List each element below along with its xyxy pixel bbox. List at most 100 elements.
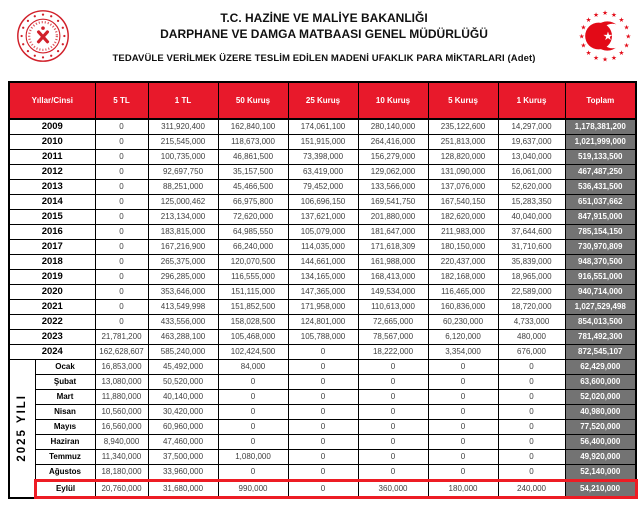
month-row: Mart 11,880,000 40,140,000 0 0 0 0 0 52,020,000 — [9, 389, 637, 405]
value-cell: 180,150,000 — [427, 239, 499, 255]
value-cell: 21,781,200 — [94, 329, 149, 345]
month-row: Temmuz 11,340,000 37,500,000 1,080,000 0 0 0 0 4… — [9, 449, 637, 465]
document-header: T.C. HAZİNE VE MALİYE BAKANLIĞI DARPHANE… — [0, 0, 640, 80]
value-cell: 0 — [287, 464, 359, 481]
column-header: 5 TL — [94, 81, 149, 120]
value-cell: 125,000,462 — [147, 194, 219, 210]
total-cell: 49,920,000 — [564, 449, 637, 465]
value-cell: 88,251,000 — [147, 179, 219, 195]
value-cell: 0 — [94, 269, 149, 285]
value-cell: 13,040,000 — [497, 149, 566, 165]
value-cell: 0 — [287, 419, 359, 435]
title-line-2: DARPHANE VE DAMGA MATBAASI GENEL MÜDÜRLÜ… — [160, 26, 488, 41]
year-cell: 2010 — [8, 134, 96, 150]
value-cell: 0 — [94, 239, 149, 255]
value-cell: 0 — [94, 134, 149, 150]
title-block: T.C. HAZİNE VE MALİYE BAKANLIĞI DARPHANE… — [72, 5, 576, 64]
month-row: Mayıs 16,560,000 60,960,000 0 0 0 0 0 77,520,000 — [9, 419, 637, 435]
total-cell: 730,970,809 — [564, 239, 637, 255]
total-cell: 651,037,662 — [564, 194, 637, 210]
value-cell: 174,061,100 — [287, 118, 359, 135]
value-cell: 0 — [357, 359, 429, 375]
value-cell: 220,437,000 — [427, 254, 499, 270]
value-cell: 0 — [217, 374, 289, 390]
value-cell: 0 — [497, 434, 566, 450]
value-cell: 413,549,998 — [147, 299, 219, 315]
total-cell: 1,027,529,498 — [564, 299, 637, 315]
total-cell: 1,178,381,200 — [564, 118, 637, 135]
column-header: 10 Kuruş — [357, 81, 429, 120]
value-cell: 180,000 — [427, 479, 499, 499]
value-cell: 16,560,000 — [94, 419, 149, 435]
value-cell: 240,000 — [497, 479, 566, 499]
svg-text:★: ★ — [624, 23, 630, 31]
value-cell: 131,090,000 — [427, 164, 499, 180]
value-cell: 33,960,000 — [147, 464, 219, 481]
highlighted-month-row: Eylül 20,760,000 31,680,000 990,000 0 360,000… — [9, 479, 638, 499]
value-cell: 133,566,000 — [357, 179, 429, 195]
svg-text:★: ★ — [611, 11, 617, 19]
total-cell: 854,013,500 — [564, 314, 637, 330]
year-row: 2023 21,781,200 463,288,100 105,468,000 105,… — [8, 329, 637, 345]
year-cell: 2016 — [8, 224, 96, 240]
month-row: Şubat 13,080,000 50,520,000 0 0 0 0 0 63,600,000 — [9, 374, 637, 390]
value-cell: 235,122,600 — [427, 118, 499, 135]
svg-text:★: ★ — [580, 23, 586, 31]
total-cell: 52,140,000 — [564, 464, 637, 481]
value-cell: 433,556,000 — [147, 314, 219, 330]
svg-text:★: ★ — [586, 49, 592, 57]
svg-text:★: ★ — [624, 41, 630, 49]
value-cell: 0 — [287, 479, 359, 499]
value-cell: 0 — [497, 449, 566, 465]
value-cell: 0 — [427, 389, 499, 405]
value-cell: 45,466,500 — [217, 179, 289, 195]
value-cell: 0 — [94, 194, 149, 210]
total-cell: 781,492,300 — [564, 329, 637, 345]
value-cell: 19,637,000 — [497, 134, 566, 150]
value-cell: 0 — [94, 118, 149, 135]
year-row: 2022 0 433,556,000 158,028,500 124,801,000 72… — [8, 314, 637, 330]
value-cell: 18,720,000 — [497, 299, 566, 315]
value-cell: 0 — [497, 419, 566, 435]
value-cell: 0 — [427, 464, 499, 481]
value-cell: 147,365,000 — [287, 284, 359, 300]
value-cell: 151,852,500 — [217, 299, 289, 315]
column-header: 1 TL — [147, 81, 219, 120]
value-cell: 31,710,600 — [497, 239, 566, 255]
value-cell: 66,975,800 — [217, 194, 289, 210]
year-row: 2017 0 167,216,900 66,240,000 114,035,000 171… — [8, 239, 637, 255]
value-cell: 201,880,000 — [357, 209, 429, 225]
value-cell: 116,465,000 — [427, 284, 499, 300]
value-cell: 265,375,000 — [147, 254, 219, 270]
year-row: 2021 0 413,549,998 151,852,500 171,958,000 11… — [8, 299, 637, 315]
year-row: 2009 0 311,920,400 162,840,100 174,061,100 28… — [8, 118, 637, 135]
year-cell: 2017 — [8, 239, 96, 255]
value-cell: 0 — [427, 434, 499, 450]
svg-text:★: ★ — [593, 11, 599, 19]
month-cell: Eylül — [33, 479, 96, 499]
value-cell: 10,560,000 — [94, 404, 149, 420]
value-cell: 0 — [94, 254, 149, 270]
year-group-cell: 2025 YILI — [8, 359, 36, 498]
value-cell: 182,168,000 — [427, 269, 499, 285]
svg-text:★: ★ — [586, 16, 592, 24]
value-cell: 162,840,100 — [217, 118, 289, 135]
value-cell: 169,541,750 — [357, 194, 429, 210]
value-cell: 0 — [287, 449, 359, 465]
total-cell: 62,429,000 — [564, 359, 637, 375]
value-cell: 14,297,000 — [497, 118, 566, 135]
value-cell: 22,589,000 — [497, 284, 566, 300]
value-cell: 0 — [94, 284, 149, 300]
value-cell: 64,985,550 — [217, 224, 289, 240]
year-cell: 2009 — [8, 118, 96, 135]
value-cell: 50,520,000 — [147, 374, 219, 390]
value-cell: 168,413,000 — [357, 269, 429, 285]
total-cell: 52,020,000 — [564, 389, 637, 405]
value-cell: 0 — [287, 359, 359, 375]
year-row: 2014 0 125,000,462 66,975,800 106,696,150 169… — [8, 194, 637, 210]
value-cell: 0 — [217, 404, 289, 420]
value-cell: 0 — [497, 464, 566, 481]
value-cell: 151,915,000 — [287, 134, 359, 150]
value-cell: 37,644,600 — [497, 224, 566, 240]
value-cell: 105,468,000 — [217, 329, 289, 345]
